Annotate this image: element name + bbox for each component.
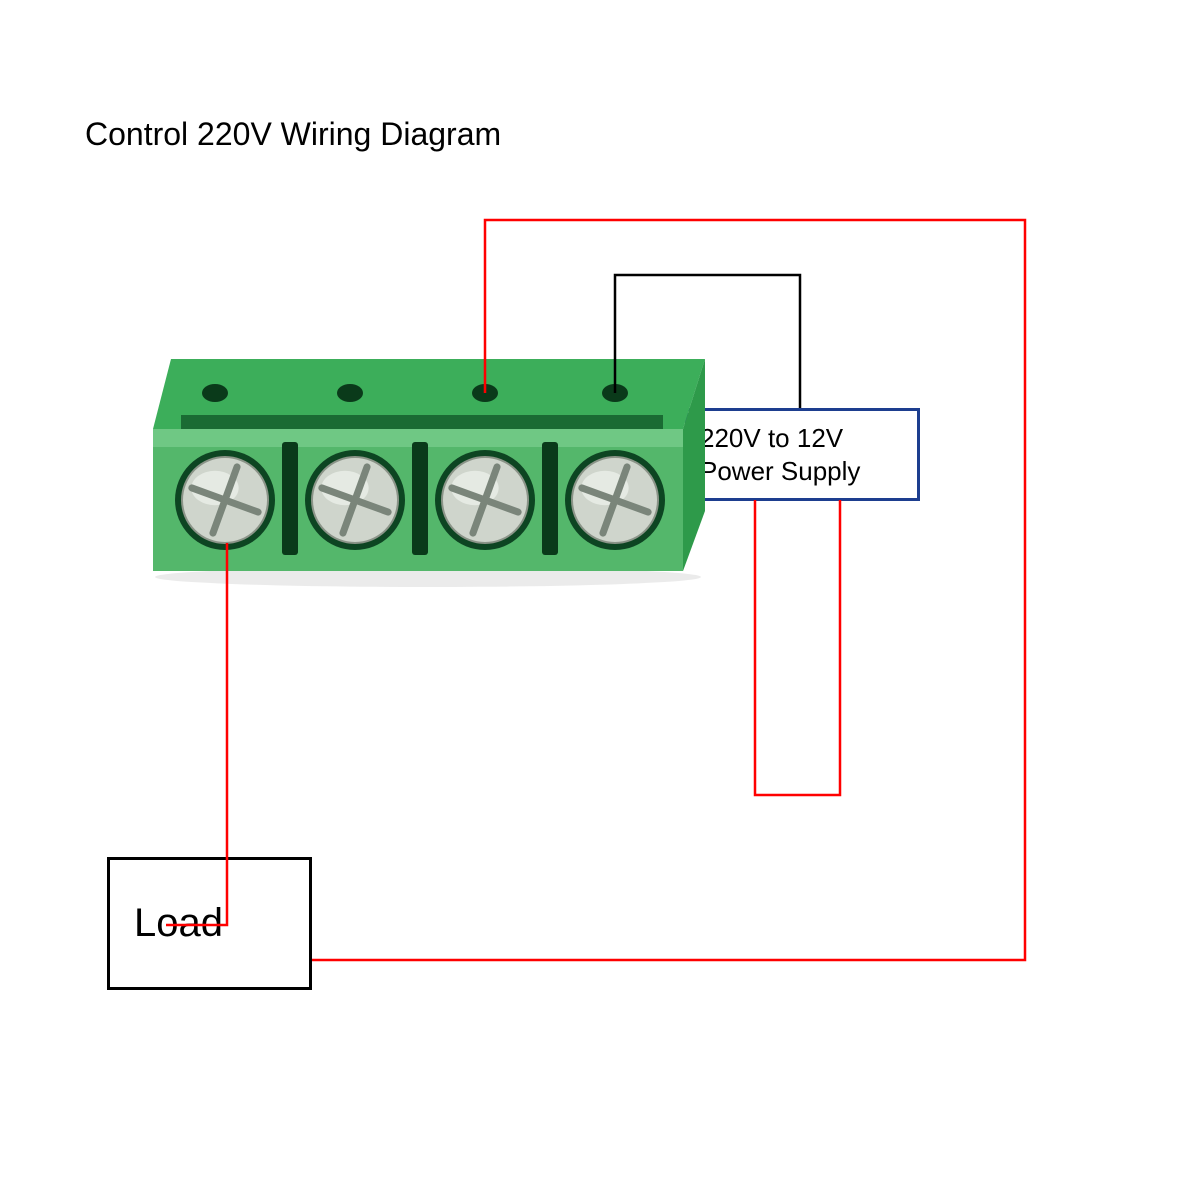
wire-red_c — [755, 500, 840, 795]
wiring-canvas — [0, 0, 1200, 1200]
psu-label-line1: 220V to 12V — [700, 422, 917, 455]
load-box: Load — [107, 857, 312, 990]
terminal-block — [153, 359, 705, 587]
psu-label-line2: Power Supply — [700, 455, 917, 488]
psu-box: 220V to 12V Power Supply — [685, 408, 920, 501]
wires-group — [166, 220, 1025, 960]
wire-black_d — [615, 275, 800, 408]
diagram-title: Control 220V Wiring Diagram — [85, 116, 501, 153]
wire-red_b — [312, 220, 1025, 960]
load-label: Load — [134, 901, 309, 946]
